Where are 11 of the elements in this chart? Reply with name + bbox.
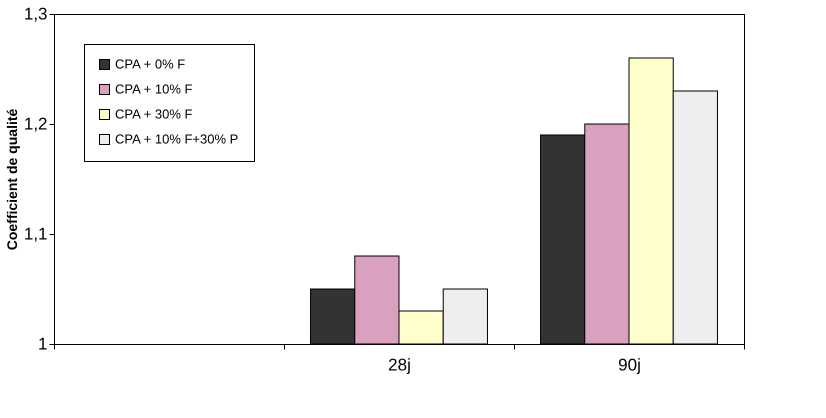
legend-label: CPA + 10% F (115, 82, 192, 96)
y-axis-title: Coefficient de qualité (4, 108, 20, 250)
y-tick-label: 1,1 (24, 224, 48, 244)
y-tick-label: 1,3 (24, 4, 48, 24)
x-tick-label: 90j (618, 356, 641, 374)
x-tick-label: 28j (388, 356, 411, 374)
y-tick-label: 1 (38, 334, 48, 354)
legend-label: CPA + 10% F+30% P (115, 132, 238, 146)
legend-label: CPA + 30% F (115, 106, 192, 122)
legend-label: CPA + 0% F (115, 56, 186, 72)
y-tick-label: 1,2 (24, 114, 48, 134)
